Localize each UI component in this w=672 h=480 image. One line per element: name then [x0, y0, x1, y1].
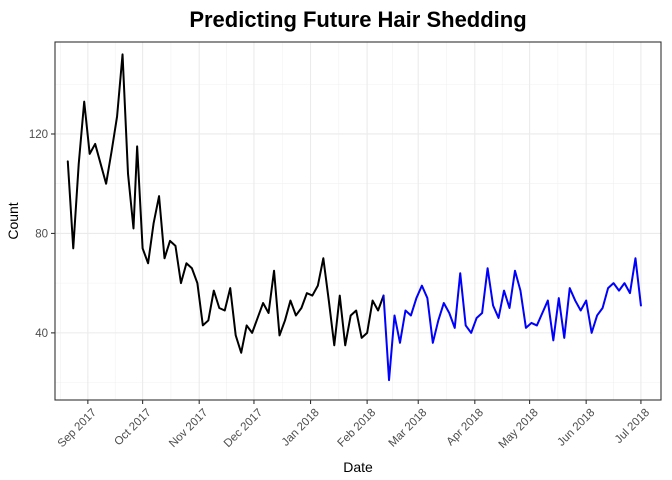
x-tick-label: Jan 2018 — [280, 407, 322, 449]
y-tick-label: 120 — [29, 129, 48, 141]
x-tick-label: Apr 2018 — [445, 407, 486, 448]
x-axis: Sep 2017 Oct 2017 Nov 2017 Dec 2017 Jan 2018… — [56, 400, 652, 451]
y-tick-label: 80 — [35, 228, 48, 240]
y-axis-title: Count — [5, 202, 21, 239]
grid — [55, 42, 661, 400]
x-tick-label: Oct 2017 — [112, 407, 153, 448]
x-tick-label: Mar 2018 — [387, 407, 430, 450]
x-tick-label: May 2018 — [497, 407, 541, 451]
y-axis: 40 80 120 — [29, 129, 55, 340]
chart-title: Predicting Future Hair Shedding — [189, 7, 526, 32]
x-tick-label: Jun 2018 — [555, 407, 597, 449]
y-tick-label: 40 — [35, 328, 48, 340]
x-tick-label: Feb 2018 — [335, 407, 378, 450]
series-line-2 — [382, 257, 642, 382]
x-axis-title: Date — [343, 459, 373, 475]
series-lines — [66, 53, 642, 382]
x-tick-label: Nov 2017 — [167, 407, 210, 450]
x-tick-label: Jul 2018 — [613, 407, 652, 446]
series-line-1 — [66, 53, 385, 354]
x-tick-label: Dec 2017 — [222, 407, 265, 450]
plot-panel-border — [54, 41, 662, 401]
x-tick-label: Sep 2017 — [56, 407, 99, 450]
